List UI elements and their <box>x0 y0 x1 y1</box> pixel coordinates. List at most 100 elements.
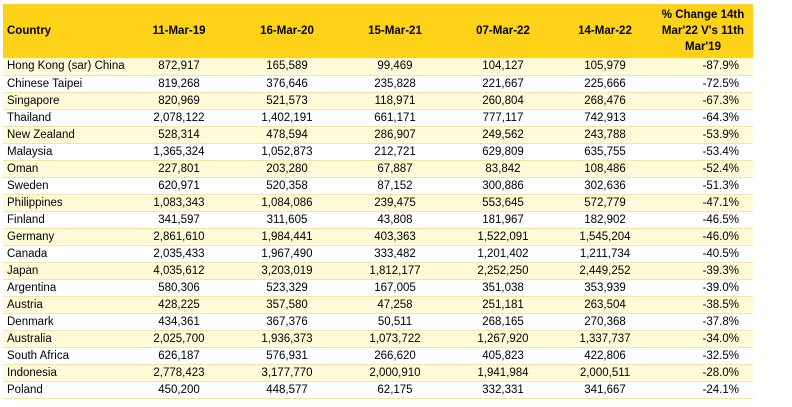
table-row: Argentina 580,306 523,329 167,005 351,038 353… <box>3 279 753 297</box>
cell-country: Sweden <box>3 177 125 195</box>
cell-pct-change: -47.1% <box>653 194 753 212</box>
cell-14-mar-22: 263,504 <box>557 296 653 314</box>
cell-14-mar-22: 2,449,252 <box>557 262 653 280</box>
cell-16-mar-20: 1,084,086 <box>233 194 341 212</box>
cell-11-mar-19: 2,778,423 <box>125 364 233 382</box>
cell-pct-change: -39.3% <box>653 262 753 280</box>
cell-15-mar-21: 62,175 <box>341 381 449 399</box>
cell-14-mar-22: 225,666 <box>557 75 653 93</box>
cell-country: Argentina <box>3 279 125 297</box>
header-pct-line3: Mar'19 <box>685 41 721 53</box>
cell-14-mar-22: 270,368 <box>557 313 653 331</box>
cell-16-mar-20: 3,203,019 <box>233 262 341 280</box>
cell-07-mar-22: 405,823 <box>449 347 557 365</box>
cell-15-mar-21: 50,511 <box>341 313 449 331</box>
cell-15-mar-21: 333,482 <box>341 245 449 263</box>
cell-15-mar-21: 266,620 <box>341 347 449 365</box>
cell-07-mar-22: 1,522,091 <box>449 228 557 246</box>
cell-14-mar-22: 302,636 <box>557 177 653 195</box>
cell-16-mar-20: 376,646 <box>233 75 341 93</box>
cell-16-mar-20: 1,402,191 <box>233 109 341 127</box>
capacity-table: Country 11-Mar-19 16-Mar-20 15-Mar-21 07… <box>3 4 753 399</box>
cell-16-mar-20: 1,052,873 <box>233 143 341 161</box>
cell-11-mar-19: 1,083,343 <box>125 194 233 212</box>
cell-07-mar-22: 1,941,984 <box>449 364 557 382</box>
cell-11-mar-19: 2,078,122 <box>125 109 233 127</box>
cell-16-mar-20: 165,589 <box>233 58 341 76</box>
cell-07-mar-22: 553,645 <box>449 194 557 212</box>
cell-14-mar-22: 2,000,511 <box>557 364 653 382</box>
cell-16-mar-20: 448,577 <box>233 381 341 399</box>
cell-14-mar-22: 635,755 <box>557 143 653 161</box>
cell-country: Japan <box>3 262 125 280</box>
cell-pct-change: -40.5% <box>653 245 753 263</box>
cell-15-mar-21: 212,721 <box>341 143 449 161</box>
cell-07-mar-22: 83,842 <box>449 160 557 178</box>
cell-pct-change: -87.9% <box>653 58 753 76</box>
header-pct-change: % Change 14th Mar'22 V's 11th Mar'19 <box>653 4 753 58</box>
cell-11-mar-19: 872,917 <box>125 58 233 76</box>
cell-15-mar-21: 1,073,722 <box>341 330 449 348</box>
cell-15-mar-21: 67,887 <box>341 160 449 178</box>
cell-07-mar-22: 300,886 <box>449 177 557 195</box>
cell-15-mar-21: 87,152 <box>341 177 449 195</box>
cell-16-mar-20: 1,936,373 <box>233 330 341 348</box>
cell-country: Singapore <box>3 92 125 110</box>
cell-pct-change: -67.3% <box>653 92 753 110</box>
cell-country: Canada <box>3 245 125 263</box>
cell-14-mar-22: 1,545,204 <box>557 228 653 246</box>
table-row: Hong Kong (sar) China 872,917 165,589 99,46… <box>3 58 753 76</box>
cell-07-mar-22: 104,127 <box>449 58 557 76</box>
cell-14-mar-22: 422,806 <box>557 347 653 365</box>
cell-16-mar-20: 3,177,770 <box>233 364 341 382</box>
cell-pct-change: -37.8% <box>653 313 753 331</box>
table-row: South Africa 626,187 576,931 266,620 405,823… <box>3 347 753 365</box>
cell-country: Finland <box>3 211 125 229</box>
header-pct-line2: Mar'22 V's 11th <box>661 25 745 37</box>
cell-11-mar-19: 341,597 <box>125 211 233 229</box>
table-row: Poland 450,200 448,577 62,175 332,331 341,667… <box>3 381 753 399</box>
cell-country: Malaysia <box>3 143 125 161</box>
cell-11-mar-19: 1,365,324 <box>125 143 233 161</box>
table-body: Hong Kong (sar) China 872,917 165,589 99,46… <box>3 58 753 399</box>
cell-11-mar-19: 227,801 <box>125 160 233 178</box>
header-country: Country <box>3 4 125 58</box>
cell-14-mar-22: 572,779 <box>557 194 653 212</box>
cell-pct-change: -38.5% <box>653 296 753 314</box>
cell-country: Poland <box>3 381 125 399</box>
cell-07-mar-22: 1,267,920 <box>449 330 557 348</box>
cell-07-mar-22: 1,201,402 <box>449 245 557 263</box>
header-row: Country 11-Mar-19 16-Mar-20 15-Mar-21 07… <box>3 4 753 58</box>
cell-11-mar-19: 2,025,700 <box>125 330 233 348</box>
cell-16-mar-20: 520,358 <box>233 177 341 195</box>
cell-11-mar-19: 450,200 <box>125 381 233 399</box>
cell-14-mar-22: 742,913 <box>557 109 653 127</box>
cell-15-mar-21: 99,469 <box>341 58 449 76</box>
cell-14-mar-22: 341,667 <box>557 381 653 399</box>
cell-14-mar-22: 105,979 <box>557 58 653 76</box>
cell-pct-change: -53.9% <box>653 126 753 144</box>
cell-11-mar-19: 2,861,610 <box>125 228 233 246</box>
cell-country: Hong Kong (sar) China <box>3 58 125 76</box>
table-row: Singapore 820,969 521,573 118,971 260,804 268… <box>3 92 753 110</box>
cell-country: Thailand <box>3 109 125 127</box>
cell-country: Denmark <box>3 313 125 331</box>
header-11-mar-19: 11-Mar-19 <box>125 4 233 58</box>
cell-07-mar-22: 2,252,250 <box>449 262 557 280</box>
cell-14-mar-22: 1,337,737 <box>557 330 653 348</box>
table-row: Australia 2,025,700 1,936,373 1,073,722 1,26… <box>3 330 753 348</box>
header-pct-line1: % Change 14th <box>661 9 745 21</box>
header-14-mar-22: 14-Mar-22 <box>557 4 653 58</box>
cell-11-mar-19: 4,035,612 <box>125 262 233 280</box>
table-row: Germany 2,861,610 1,984,441 403,363 1,522,09… <box>3 228 753 246</box>
cell-pct-change: -72.5% <box>653 75 753 93</box>
cell-15-mar-21: 118,971 <box>341 92 449 110</box>
cell-14-mar-22: 182,902 <box>557 211 653 229</box>
cell-16-mar-20: 357,580 <box>233 296 341 314</box>
cell-15-mar-21: 239,475 <box>341 194 449 212</box>
cell-country: Oman <box>3 160 125 178</box>
cell-country: New Zealand <box>3 126 125 144</box>
cell-pct-change: -64.3% <box>653 109 753 127</box>
table-row: Denmark 434,361 367,376 50,511 268,165 270,36… <box>3 313 753 331</box>
cell-country: Indonesia <box>3 364 125 382</box>
